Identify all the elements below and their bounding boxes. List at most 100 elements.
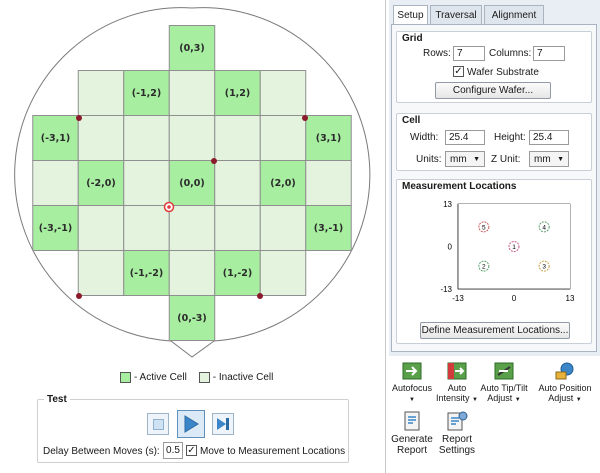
report-settings-button[interactable]: Report Settings: [436, 410, 478, 456]
x-tick-label: -13: [452, 294, 464, 303]
auto-tiptilt-label: Auto Tip/Tilt Adjust: [480, 383, 528, 403]
active-cell[interactable]: [305, 115, 352, 161]
chevron-down-icon: ▼: [514, 397, 521, 403]
auto-position-label: Auto Position Adjust: [538, 383, 592, 403]
height-field[interactable]: 25.4: [529, 130, 569, 145]
stop-icon: [152, 418, 164, 430]
auto-intensity-button[interactable]: Auto Intensity ▼: [436, 361, 478, 405]
active-cell[interactable]: [168, 160, 216, 206]
inactive-cell[interactable]: [214, 160, 261, 206]
inactive-cell-swatch: [198, 371, 210, 383]
delay-input[interactable]: 0.5: [163, 442, 183, 459]
generate-report-label: Generate Report: [391, 434, 433, 456]
auto-intensity-label: Auto Intensity: [436, 383, 470, 403]
cell-label: (2,0): [270, 178, 296, 189]
cell-label: (-1,-2): [130, 268, 163, 279]
active-cell[interactable]: [123, 70, 170, 116]
grid-group: [396, 31, 592, 103]
active-cell[interactable]: [214, 70, 261, 116]
y-tick-label: -13: [440, 285, 452, 294]
auto-position-adjust-button[interactable]: Auto Position Adjust ▼: [533, 361, 597, 405]
inactive-cell[interactable]: [168, 250, 216, 296]
measurement-point[interactable]: 2: [478, 260, 490, 272]
inactive-cell[interactable]: [259, 115, 307, 161]
run-test-button[interactable]: [177, 410, 205, 438]
inactive-cell[interactable]: [168, 115, 216, 161]
test-group: [37, 399, 349, 463]
auto-intensity-icon: [447, 362, 467, 380]
inactive-cell[interactable]: [32, 160, 79, 206]
rows-field[interactable]: 7: [453, 46, 485, 61]
configure-wafer-button[interactable]: Configure Wafer...: [435, 82, 551, 99]
chevron-down-icon: ▼: [575, 397, 582, 403]
move-to-measurement-label: Move to Measurement Locations: [200, 446, 346, 457]
define-measurement-locations-button[interactable]: Define Measurement Locations...: [420, 322, 570, 339]
measurement-point[interactable]: 3: [538, 260, 550, 272]
inactive-cell[interactable]: [214, 115, 261, 161]
active-cell-legend-label: - Active Cell: [134, 371, 187, 383]
cell-label: (3,1): [316, 133, 342, 144]
inactive-cell[interactable]: [77, 70, 125, 116]
x-tick-label: 13: [566, 294, 575, 303]
zunit-select-value: mm: [534, 153, 551, 165]
inactive-cell[interactable]: [259, 205, 307, 251]
inactive-cell[interactable]: [123, 160, 170, 206]
tab-alignment[interactable]: Alignment: [484, 5, 544, 24]
inactive-cell[interactable]: [259, 250, 307, 296]
measurement-locations-plot: 13 0 -13-13 0 13 1 2 3 4 5: [440, 200, 575, 303]
inactive-cell[interactable]: [168, 205, 216, 251]
columns-label: Columns:: [489, 48, 532, 59]
inactive-cell[interactable]: [77, 250, 125, 296]
measurement-locations-title: Measurement Locations: [402, 181, 517, 192]
inactive-cell[interactable]: [168, 70, 216, 116]
inactive-cell[interactable]: [123, 115, 170, 161]
width-field[interactable]: 25.4: [445, 130, 485, 145]
inactive-cell[interactable]: [123, 205, 170, 251]
step-forward-button[interactable]: [212, 413, 234, 435]
measurement-point-label: 5: [482, 224, 486, 231]
autofocus-button[interactable]: Autofocus ▼: [391, 361, 433, 405]
tab-traversal[interactable]: Traversal: [430, 5, 482, 24]
units-label: Units:: [416, 154, 442, 165]
move-to-measurement-checkbox[interactable]: ✓: [186, 445, 197, 456]
columns-field[interactable]: 7: [533, 46, 565, 61]
cell-label: (0,0): [179, 178, 205, 189]
auto-tiptilt-adjust-button[interactable]: Auto Tip/Tilt Adjust ▼: [480, 361, 528, 405]
measurement-point[interactable]: 5: [478, 221, 490, 233]
inactive-cell[interactable]: [305, 160, 352, 206]
cell-label: (1,-2): [223, 268, 252, 279]
inactive-cell[interactable]: [77, 115, 125, 161]
cell-label: (0,3): [179, 43, 205, 54]
inactive-cell[interactable]: [259, 70, 307, 116]
active-cell[interactable]: [259, 160, 307, 206]
inactive-cell[interactable]: [77, 205, 125, 251]
grid-marker: [211, 158, 217, 164]
grid-marker: [76, 115, 82, 121]
tab-setup[interactable]: Setup: [393, 5, 428, 25]
active-cell-swatch: [120, 371, 131, 383]
cell-label: (3,-1): [314, 223, 343, 234]
stop-button[interactable]: [147, 413, 169, 435]
measurement-point[interactable]: 1: [508, 241, 520, 252]
zunit-label: Z Unit:: [491, 154, 521, 165]
active-cell[interactable]: [168, 295, 216, 341]
cell-label: (-3,1): [41, 133, 70, 144]
zunit-select[interactable]: mm ▼: [529, 151, 569, 167]
measurement-point[interactable]: 4: [538, 221, 550, 233]
inactive-cell[interactable]: [214, 205, 261, 251]
units-select-value: mm: [450, 153, 467, 165]
inactive-cell-legend-label: - Inactive Cell: [212, 371, 274, 383]
auto-tiptilt-icon: [494, 362, 514, 380]
units-select[interactable]: mm ▼: [445, 151, 485, 167]
x-tick-label: 0: [512, 294, 517, 303]
grid-marker: [302, 115, 308, 121]
generate-report-button[interactable]: Generate Report: [391, 410, 433, 456]
origin-marker-dot: [167, 205, 171, 209]
chevron-down-icon: ▼: [557, 156, 564, 163]
wafer-map: (-3,-1) (-3,1) (-2,0) (-1,-2) (-1,2) (0,-3) (0…: [14, 7, 371, 358]
active-cell[interactable]: [168, 25, 216, 71]
step-forward-icon: [217, 418, 229, 430]
active-cell[interactable]: [32, 205, 79, 251]
grid-group-title: Grid: [402, 33, 423, 44]
wafer-substrate-checkbox[interactable]: ✓: [453, 66, 464, 77]
